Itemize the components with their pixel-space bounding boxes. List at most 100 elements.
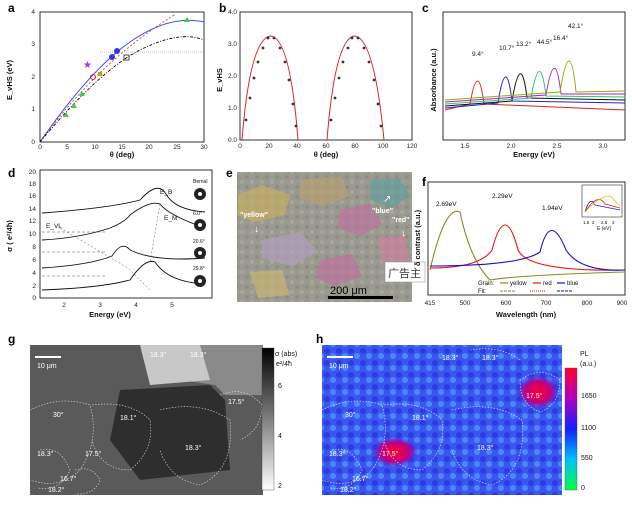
y-tick: 10 (29, 231, 37, 238)
y-tick: 8 (32, 244, 36, 251)
panel-e: e "yellow" "blue" "red" ↓ ↗ ↓ 200 μm 广告主 (226, 166, 426, 302)
y-tick: 3 (31, 41, 35, 48)
scale-bar-g (35, 356, 61, 358)
plot-frame-c (442, 11, 626, 141)
spectrum-6 (41, 202, 206, 241)
y-tick: 2.0 (228, 73, 237, 80)
peak-label-f: 1.94eV (542, 205, 563, 212)
spectrum-20 (41, 245, 206, 269)
spectrum-29 (41, 260, 206, 291)
x-tick: 700 (541, 300, 552, 307)
watermark-box (384, 261, 426, 283)
panel-label-h: h (316, 332, 323, 346)
cbar-tick-h: 550 (581, 455, 593, 462)
scale-label-g: 10 μm (37, 363, 57, 370)
angle-label: 18.3° (477, 444, 494, 452)
diffraction-thumbnails (194, 188, 206, 287)
angle-label: 18.2° (340, 486, 357, 494)
plot-frame-a (39, 11, 205, 143)
angle-labels-g: 18.3° 18.3° 17.5° 30° 18.1° 17.5° 18.3° … (37, 351, 245, 494)
spectrum-yellow (429, 210, 626, 281)
curve-red (39, 13, 177, 143)
x-axis-label-a: θ (deg) (110, 150, 135, 159)
x-tick: 2 (62, 302, 66, 309)
angle-label: 18.3° (442, 354, 459, 362)
scale-label-e: 200 μm (330, 285, 367, 297)
panel-d: d σ ( e²/4ħ) Energy (eV) 2 3 4 5 0 2 4 6… (5, 166, 213, 319)
y-tick: 18 (29, 181, 37, 188)
x-tick: 3.0 (598, 143, 607, 150)
x-tick: 600 (501, 300, 512, 307)
x-tick: 40 (293, 143, 301, 150)
angle-label: 16.7° (352, 475, 369, 483)
angle-label: 18.3° (150, 351, 167, 359)
y-axis-label-b: E_vHS (215, 68, 224, 92)
y-tick: 2 (31, 74, 35, 81)
x-tick: 5 (65, 144, 69, 151)
x-tick: 500 (460, 300, 471, 307)
data-point (184, 17, 190, 22)
side-label: 29.8° (193, 266, 205, 272)
arrow-yellow-icon: ↓ (254, 224, 259, 235)
panel-b: b E_vHS θ (deg) 0 20 40 60 80 100 120 0.… (215, 1, 418, 159)
scale-label-h: 10 μm (329, 363, 349, 370)
angle-label: 18.3° (329, 450, 346, 458)
y-tick: 1 (31, 106, 35, 113)
pl-hotspot (516, 374, 560, 410)
x-tick: 20 (265, 143, 273, 150)
legend-blue: blue (567, 281, 579, 287)
annotation-evl: E_VL (46, 223, 62, 230)
panel-label-e: e (226, 166, 233, 180)
data-point (123, 54, 130, 61)
plot-frame-d (39, 169, 213, 299)
y-tick: 16 (29, 193, 37, 200)
watermark: 广告主 (388, 267, 421, 280)
x-tick: 10 (91, 144, 99, 151)
annotation-em: E_M (164, 215, 177, 222)
cbar-tick-h: 1650 (581, 393, 597, 400)
angle-label: 30° (345, 411, 356, 419)
data-point (90, 74, 96, 80)
plot-frame-b (239, 11, 413, 141)
annotation-red: "red" (392, 217, 410, 224)
x-tick: 415 (425, 300, 436, 307)
x-tick: 5 (170, 302, 174, 309)
x-tick: 60 (322, 143, 330, 150)
y-tick: 0 (32, 295, 36, 302)
panel-h: h PL (a.u.) 1650 1100 550 0 10 μm 18.3° … (316, 332, 597, 495)
y-tick: 0.0 (228, 137, 237, 144)
panel-label-d: d (8, 166, 15, 180)
y-axis-label-c: Absorbance (a.u.) (429, 48, 438, 112)
peak-label: 44.5° (537, 38, 553, 46)
annotation-blue: "blue" (372, 208, 393, 215)
annotation-eb: E_B (160, 189, 172, 196)
grain-boundaries-h (321, 348, 561, 489)
x-axis-label-d: Energy (eV) (89, 310, 131, 319)
panel-g: g σ (abs) e²/4ħ 6 4 2 10 μm 18.3° 18.3° … (8, 332, 297, 495)
inset-curve (584, 200, 621, 213)
x-tick: 2.5 (552, 143, 561, 150)
side-label: 20.6° (193, 239, 205, 245)
angle-label: 18.1° (120, 414, 137, 422)
cbar-title-h: PL (580, 351, 589, 358)
angle-label: 30° (53, 411, 64, 419)
evl-guide (59, 227, 151, 291)
y-tick: 6 (32, 257, 36, 264)
x-tick: 900 (617, 300, 628, 307)
inset-tick: 3 (612, 220, 615, 225)
y-tick: 0 (31, 139, 35, 146)
angle-label: 17.5° (526, 392, 543, 400)
peak-label-f: 2.29eV (492, 193, 513, 200)
angle-label: 18.3° (482, 354, 499, 362)
inset-tick: 2.5 (601, 220, 608, 225)
angle-label: 17.5° (228, 398, 245, 406)
data-points-b (244, 36, 383, 128)
x-tick: 80 (351, 143, 359, 150)
y-tick: 4.0 (228, 9, 237, 16)
y-tick: 4 (32, 270, 36, 277)
cbar-tick-g: 2 (278, 483, 282, 490)
side-label: Bernal (193, 179, 207, 185)
y-tick: 20 (29, 169, 37, 176)
x-tick: 120 (407, 143, 418, 150)
y-tick: 4 (31, 9, 35, 16)
